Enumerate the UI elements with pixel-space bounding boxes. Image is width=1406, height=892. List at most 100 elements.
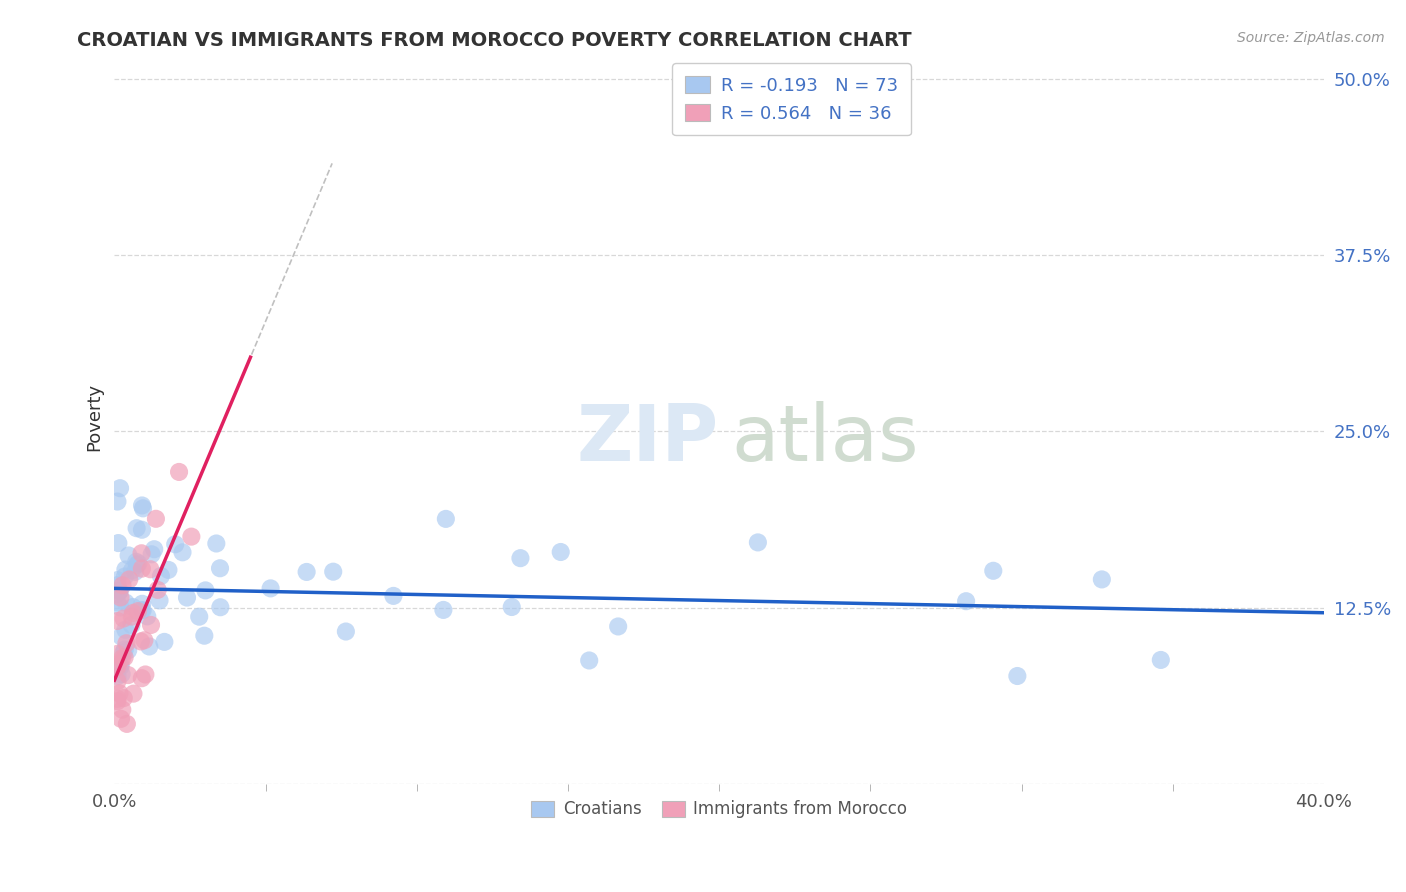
Point [127,604,149,618]
Point [110,659,132,673]
Point [114,623,136,637]
Point [955,594,977,608]
Point [114,562,136,576]
Point [382,589,405,603]
Point [578,653,600,667]
Point [172,545,194,559]
Point [205,536,228,550]
Point [110,600,132,615]
Point [114,650,136,665]
Point [117,643,139,657]
Point [107,691,129,706]
Point [259,582,281,596]
Point [114,596,136,610]
Point [108,686,131,700]
Point [180,530,202,544]
Point [107,494,129,508]
Point [107,659,129,673]
Point [127,557,149,571]
Point [107,573,129,587]
Point [432,603,454,617]
Point [121,618,143,632]
Text: atlas: atlas [731,401,918,477]
Point [114,569,136,583]
Point [131,671,153,685]
Point [112,691,135,706]
Point [131,597,153,611]
Point [148,593,170,607]
Legend: Croatians, Immigrants from Morocco: Croatians, Immigrants from Morocco [523,792,915,827]
Point [114,642,136,657]
Text: CROATIAN VS IMMIGRANTS FROM MOROCCO POVERTY CORRELATION CHART: CROATIAN VS IMMIGRANTS FROM MOROCCO POVE… [77,31,912,50]
Point [139,618,162,632]
Point [136,609,159,624]
Point [107,536,129,550]
Point [111,703,134,717]
Point [124,565,146,579]
Point [607,619,630,633]
Point [107,669,129,683]
Point [134,667,156,681]
Point [118,573,141,587]
Point [165,537,187,551]
Point [139,562,162,576]
Point [167,465,190,479]
Point [115,717,138,731]
Point [145,512,167,526]
Point [122,687,145,701]
Point [131,603,153,617]
Point [747,535,769,549]
Point [117,549,139,563]
Point [107,595,129,609]
Point [134,633,156,648]
Point [107,578,129,592]
Point [335,624,357,639]
Point [125,521,148,535]
Point [107,614,129,628]
Point [111,651,134,665]
Point [153,635,176,649]
Point [149,569,172,583]
Point [110,629,132,643]
Point [295,565,318,579]
Point [131,561,153,575]
Point [111,578,134,592]
Point [110,712,132,726]
Point [122,606,145,620]
Point [110,657,132,672]
Point [121,600,143,615]
Point [132,501,155,516]
Point [322,565,344,579]
Point [125,558,148,572]
Point [131,546,153,560]
Point [125,555,148,569]
Text: ZIP: ZIP [576,401,718,477]
Point [138,640,160,654]
Point [509,551,531,566]
Y-axis label: Poverty: Poverty [86,384,103,451]
Point [108,481,131,495]
Point [176,591,198,605]
Point [131,499,153,513]
Point [141,547,163,561]
Point [146,582,169,597]
Point [143,542,166,557]
Point [434,512,457,526]
Point [108,584,131,599]
Point [188,609,211,624]
Point [107,657,129,672]
Point [1091,573,1114,587]
Point [208,561,231,575]
Point [107,674,129,689]
Text: Source: ZipAtlas.com: Source: ZipAtlas.com [1237,31,1385,45]
Point [121,609,143,624]
Point [107,694,129,708]
Point [1007,669,1029,683]
Point [550,545,572,559]
Point [107,647,129,661]
Point [981,564,1004,578]
Point [112,646,135,660]
Point [131,523,153,537]
Point [129,634,152,648]
Point [1150,653,1173,667]
